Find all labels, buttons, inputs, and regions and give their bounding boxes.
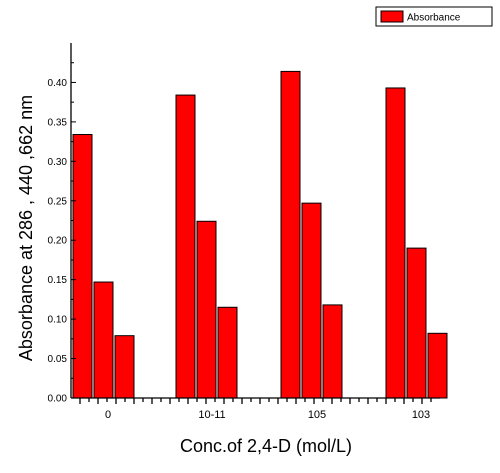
legend-label: Absorbance bbox=[407, 13, 461, 24]
bar-10-3-s3 bbox=[427, 332, 448, 399]
y-tick-label: 0.25 bbox=[48, 196, 68, 207]
bar-10-11-s2 bbox=[196, 220, 217, 399]
y-tick-label: 0.30 bbox=[48, 157, 68, 168]
x-category-label: 10-11 bbox=[198, 409, 225, 421]
x-ticks-group bbox=[79, 398, 432, 404]
y-ticks-group: 0.00 0.05 0.10 0.15 0.20 0.25 0.30 0.35 0.40 bbox=[48, 62, 76, 405]
bar-0-s3 bbox=[114, 335, 135, 399]
bar-10-5-s1 bbox=[280, 70, 301, 399]
x-category-label: 103 bbox=[412, 409, 430, 421]
bar-10-11-s3 bbox=[217, 306, 238, 399]
x-category-label: 0 bbox=[105, 409, 111, 421]
y-tick-label: 0.35 bbox=[48, 117, 68, 128]
bars-group bbox=[72, 70, 448, 399]
bar-10-11-s1 bbox=[175, 94, 196, 399]
y-tick-label: 0.40 bbox=[48, 78, 68, 89]
legend: Absorbance bbox=[375, 6, 493, 27]
bar-10-3-s2 bbox=[406, 247, 427, 399]
legend-swatch bbox=[380, 10, 404, 23]
x-category-label: 105 bbox=[308, 409, 326, 421]
y-tick-label: 0.10 bbox=[48, 315, 68, 326]
y-axis-title: Absorbance at 286 , 440 ,662 nm bbox=[16, 95, 36, 361]
x-axis-title: Conc.of 2,4-D (mol/L) bbox=[180, 436, 352, 456]
x-category-labels: 0 10-11 105 103 bbox=[105, 409, 430, 421]
bar-10-5-s3 bbox=[322, 304, 343, 399]
y-tick-label: 0.20 bbox=[48, 236, 68, 247]
legend-frame bbox=[375, 6, 493, 27]
bar-10-5-s2 bbox=[301, 202, 322, 399]
y-tick-label: 0.15 bbox=[48, 275, 68, 286]
y-tick-label: 0.00 bbox=[48, 394, 68, 405]
bar-10-3-s1 bbox=[385, 87, 406, 399]
y-tick-label: 0.05 bbox=[48, 354, 68, 365]
bar-0-s2 bbox=[93, 281, 114, 399]
